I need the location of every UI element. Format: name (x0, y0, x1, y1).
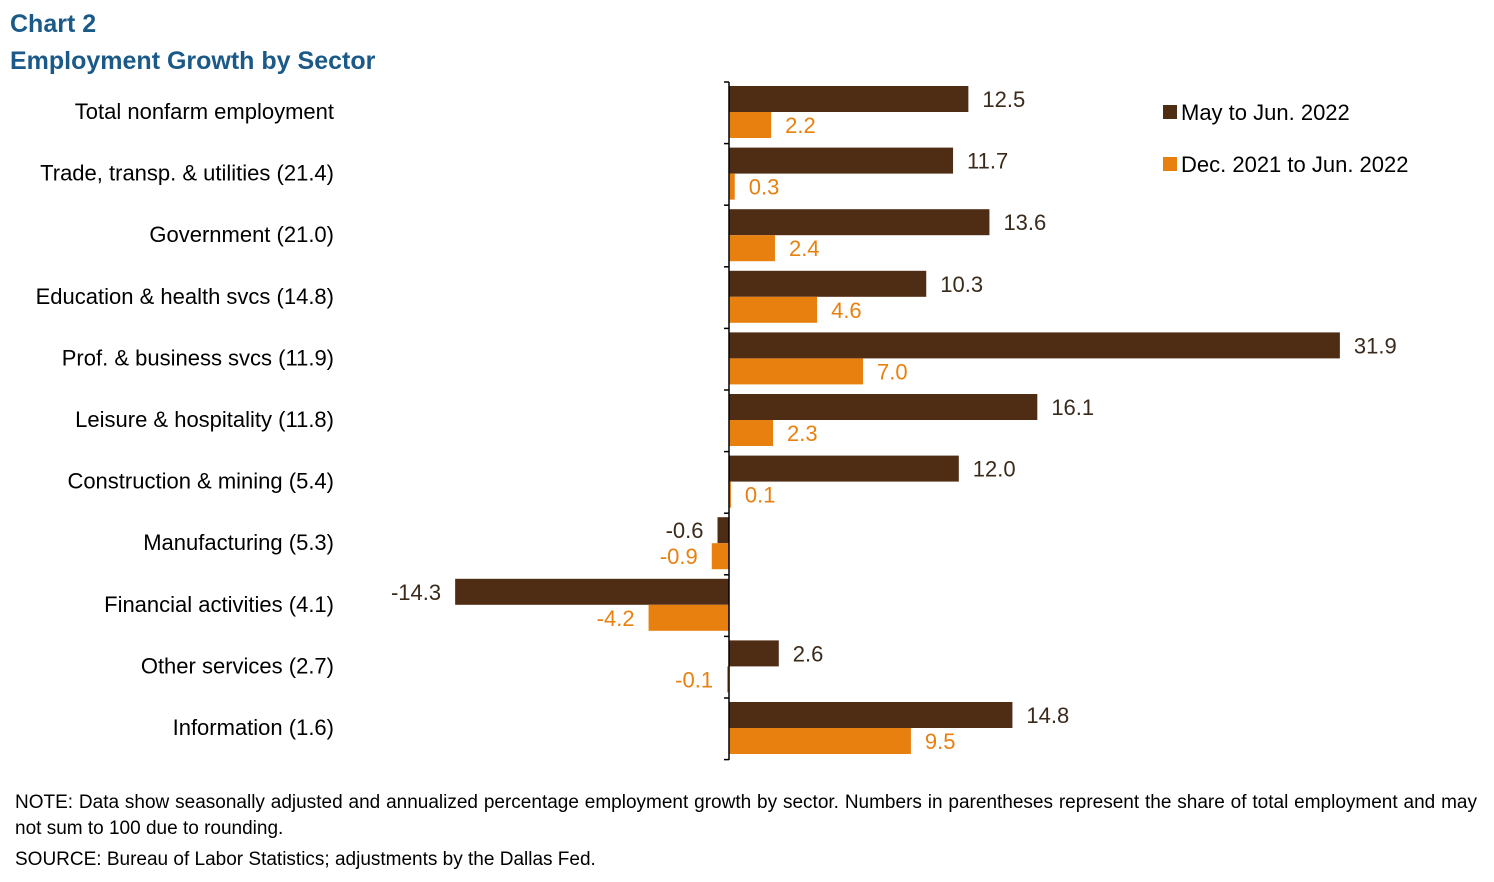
bar (729, 455, 959, 482)
category-label: Government (21.0) (149, 222, 334, 247)
chart-label: Chart 2 (10, 10, 97, 38)
data-label: 11.7 (967, 149, 1008, 174)
category-label: Trade, transp. & utilities (21.4) (40, 161, 334, 186)
data-label: -0.9 (660, 544, 698, 569)
bar (717, 517, 729, 544)
bar (729, 147, 954, 174)
bar (729, 112, 772, 138)
data-label: 16.1 (1051, 395, 1094, 420)
data-label: 2.6 (793, 641, 824, 666)
legend-label: Dec. 2021 to Jun. 2022 (1181, 152, 1409, 177)
chart-title: Employment Growth by Sector (10, 47, 376, 75)
category-label: Financial activities (4.1) (104, 592, 334, 617)
bar (729, 296, 818, 323)
bar-chart: Total nonfarm employment 12.5 2.2 Trade, tr… (36, 81, 1409, 761)
data-label: 2.2 (785, 113, 816, 138)
bar (729, 702, 1013, 728)
bar (729, 86, 969, 112)
bar (729, 173, 735, 200)
bar (729, 640, 779, 667)
category-label: Education & health svcs (14.8) (36, 284, 334, 309)
category-label: Construction & mining (5.4) (67, 469, 334, 494)
bar (729, 358, 864, 385)
bar (727, 666, 729, 693)
bar (729, 270, 927, 297)
category-label: Manufacturing (5.3) (143, 530, 334, 555)
chart-source: SOURCE: Bureau of Labor Statistics; adju… (15, 849, 596, 870)
bar (711, 543, 729, 570)
data-label: 0.3 (749, 175, 780, 200)
data-label: 13.6 (1003, 210, 1046, 235)
data-label: 10.3 (940, 272, 983, 297)
legend-label: May to Jun. 2022 (1181, 100, 1350, 125)
bar (729, 481, 731, 508)
category-label: Prof. & business svcs (11.9) (62, 345, 334, 370)
data-label: 7.0 (877, 359, 908, 384)
bar (729, 235, 775, 262)
chart-note: NOTE: Data show seasonally adjusted and … (15, 792, 1477, 839)
data-label: -14.3 (391, 580, 441, 605)
legend-swatch (1163, 105, 1177, 119)
data-label: 12.0 (973, 457, 1016, 482)
data-label: -4.2 (597, 606, 635, 631)
bar (729, 209, 990, 236)
bar (729, 394, 1038, 420)
data-label: -0.6 (666, 518, 704, 543)
bar (729, 332, 1340, 359)
bar (455, 578, 729, 605)
category-label: Leisure & hospitality (11.8) (75, 407, 334, 432)
data-label: 4.6 (831, 298, 862, 323)
legend-swatch (1163, 157, 1177, 171)
data-label: 0.1 (745, 483, 776, 508)
bar (729, 420, 774, 446)
data-label: 2.3 (787, 421, 818, 446)
data-label: 31.9 (1354, 333, 1397, 358)
category-label: Information (1.6) (173, 715, 334, 740)
data-label: 14.8 (1026, 703, 1069, 728)
data-label: 9.5 (925, 729, 956, 754)
data-label: -0.1 (675, 667, 713, 692)
category-label: Total nonfarm employment (75, 99, 334, 124)
bar (729, 728, 911, 754)
data-label: 12.5 (982, 87, 1025, 112)
data-label: 2.4 (789, 236, 820, 261)
bar (648, 604, 729, 631)
category-label: Other services (2.7) (141, 653, 334, 678)
